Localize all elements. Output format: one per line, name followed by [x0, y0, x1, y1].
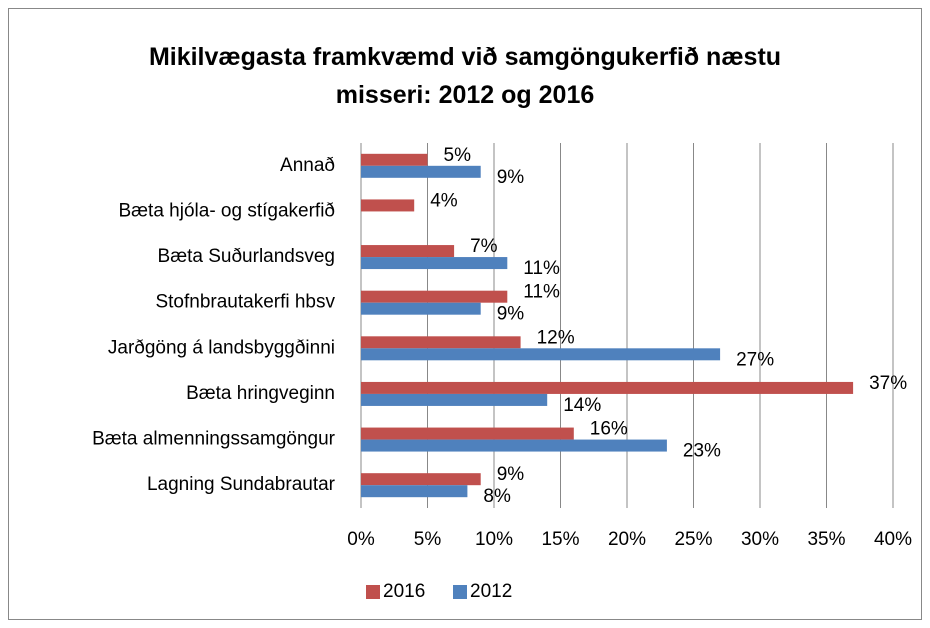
- data-label: 37%: [869, 373, 907, 394]
- data-label: 4%: [430, 190, 458, 211]
- data-label: 11%: [523, 258, 560, 279]
- bar: [361, 473, 481, 486]
- x-tick-label: 25%: [674, 529, 712, 550]
- data-label: 7%: [470, 236, 498, 257]
- legend-swatch: [453, 585, 467, 599]
- x-tick-label: 40%: [874, 529, 912, 550]
- legend-swatch: [366, 585, 380, 599]
- y-tick-label: Annað: [280, 155, 335, 176]
- x-tick-label: 35%: [807, 529, 845, 550]
- bar: [361, 153, 428, 166]
- y-tick-label: Stofnbrautakerfi hbsv: [155, 292, 335, 313]
- bar: [361, 290, 508, 303]
- y-tick-label: Jarðgöng á landsbyggðinni: [108, 337, 335, 358]
- x-tick-label: 30%: [741, 529, 779, 550]
- y-tick-label: Bæta hjóla- og stígakerfið: [118, 200, 335, 221]
- bar: [361, 393, 548, 406]
- bar: [361, 485, 468, 498]
- data-label: 8%: [483, 486, 511, 507]
- data-label: 23%: [683, 441, 721, 462]
- bar: [361, 427, 574, 440]
- data-label: 14%: [563, 395, 601, 416]
- data-label: 9%: [497, 304, 525, 325]
- data-label: 11%: [523, 282, 560, 303]
- bar: [361, 165, 481, 178]
- bar: [361, 381, 854, 394]
- bar: [361, 439, 667, 452]
- legend-label: 2016: [383, 581, 425, 602]
- data-label: 9%: [497, 167, 525, 188]
- bar: [361, 199, 415, 212]
- y-tick-label: Lagning Sundabrautar: [147, 474, 336, 495]
- data-label: 9%: [497, 464, 525, 485]
- bar: [361, 257, 508, 270]
- bar: [361, 336, 521, 349]
- x-tick-label: 5%: [414, 529, 442, 550]
- data-label: 27%: [736, 349, 774, 370]
- data-label: 5%: [444, 145, 472, 166]
- y-tick-label: Bæta hringveginn: [186, 383, 335, 404]
- chart-title: Mikilvægasta framkvæmd við samgöngukerfi…: [148, 43, 782, 109]
- y-tick-label: Bæta almenningssamgöngur: [92, 429, 336, 450]
- bar: [361, 245, 455, 258]
- bar: [361, 348, 721, 361]
- x-tick-label: 15%: [541, 529, 579, 550]
- bar: [361, 302, 481, 315]
- legend-label: 2012: [470, 581, 512, 602]
- data-label: 12%: [537, 327, 575, 348]
- y-tick-label: Bæta Suðurlandsveg: [158, 246, 335, 267]
- data-label: 16%: [590, 419, 628, 440]
- x-tick-label: 20%: [608, 529, 646, 550]
- x-tick-label: 0%: [347, 529, 375, 550]
- x-tick-label: 10%: [475, 529, 513, 550]
